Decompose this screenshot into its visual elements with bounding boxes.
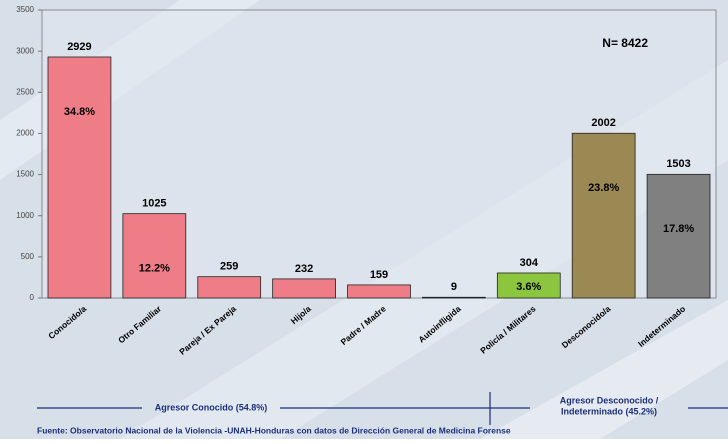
value-label: 232 — [295, 263, 313, 275]
y-tick-label: 2500 — [16, 87, 34, 96]
value-label: 1025 — [142, 198, 166, 210]
bar — [646, 173, 711, 299]
y-tick-label: 1500 — [16, 170, 34, 179]
bar — [197, 276, 262, 299]
bar — [47, 56, 112, 299]
bar — [496, 272, 561, 299]
percentage-label: 3.6% — [516, 281, 541, 293]
group-label: Agresor Conocido (54.8%) — [155, 402, 268, 412]
group-label: Agresor Desconocido / — [560, 395, 659, 405]
bar — [272, 278, 336, 299]
y-tick-label: 3000 — [16, 46, 34, 55]
background-stripe — [480, 300, 728, 439]
value-label: 259 — [220, 261, 238, 273]
bar — [571, 132, 636, 299]
annotation: N= 8422 — [602, 36, 648, 50]
value-label: 9 — [451, 281, 457, 293]
percentage-label: 12.2% — [139, 263, 170, 275]
percentage-label: 17.8% — [663, 223, 694, 235]
value-label: 1503 — [666, 158, 690, 170]
y-tick-label: 0 — [30, 293, 35, 302]
value-label: 304 — [520, 257, 539, 269]
y-tick-label: 3500 — [16, 5, 34, 14]
source: Fuente: Observatorio Nacional de la Viol… — [37, 425, 511, 435]
percentage-label: 34.8% — [64, 106, 95, 118]
value-label: 2929 — [67, 41, 91, 53]
bar — [422, 296, 486, 299]
bar — [122, 213, 187, 299]
value-label: 159 — [370, 269, 388, 281]
y-tick-label: 500 — [21, 252, 35, 261]
value-label: 2002 — [591, 117, 615, 129]
group-label: Indeterminado (45.2%) — [561, 406, 657, 416]
y-tick-label: 1000 — [16, 211, 34, 220]
bar — [347, 284, 411, 299]
y-tick-label: 2000 — [16, 129, 34, 138]
percentage-label: 23.8% — [588, 182, 619, 194]
